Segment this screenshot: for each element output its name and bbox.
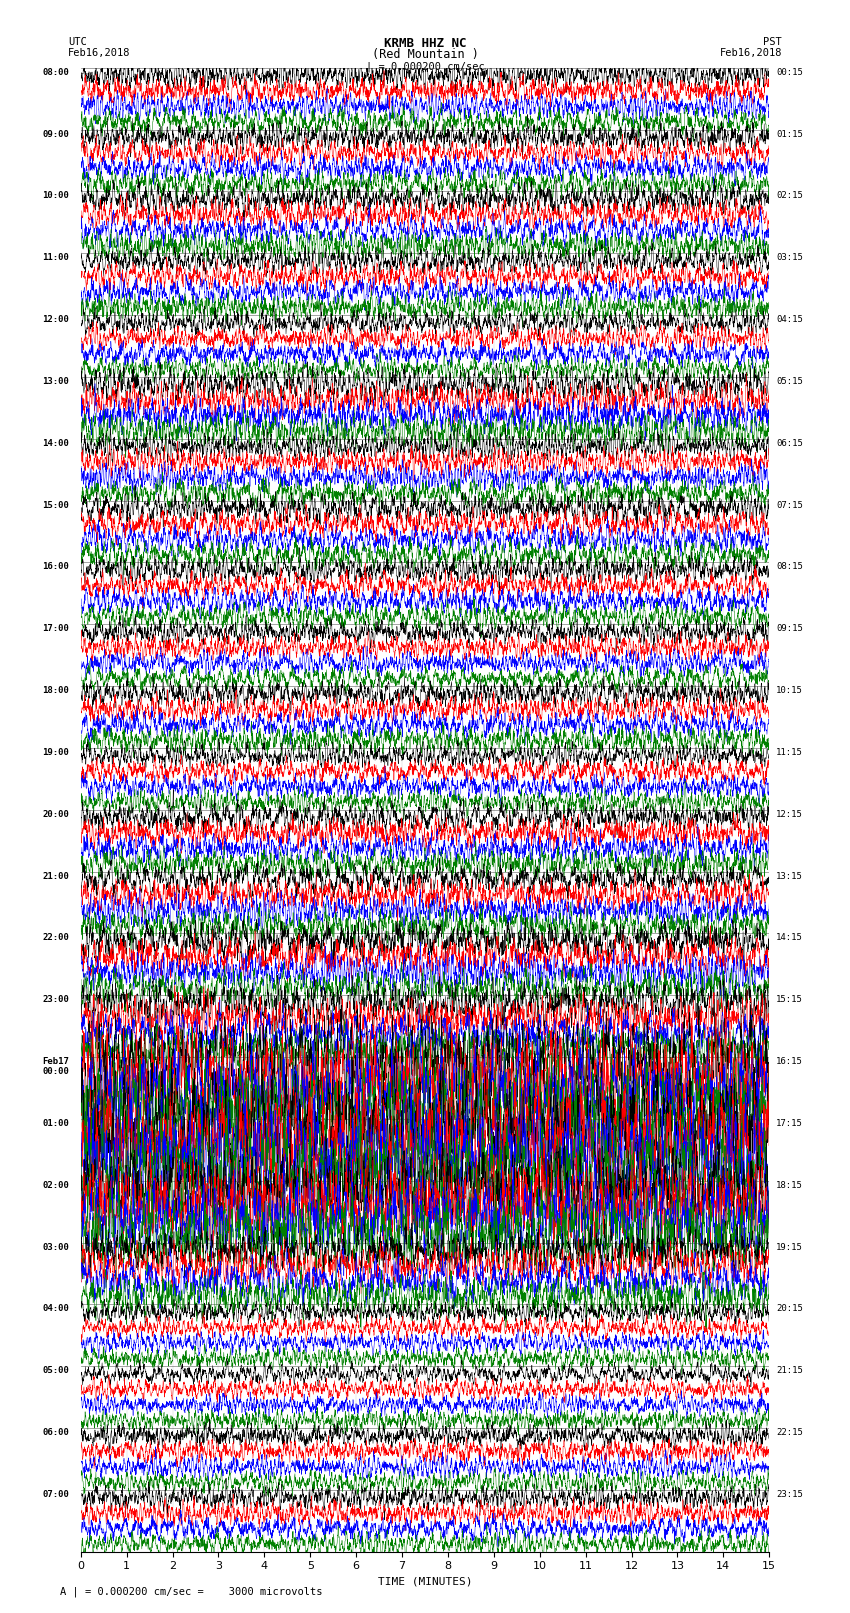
Text: 22:00: 22:00 [42, 934, 70, 942]
Text: 01:15: 01:15 [776, 129, 803, 139]
Text: 18:00: 18:00 [42, 686, 70, 695]
Text: 00:15: 00:15 [776, 68, 803, 77]
Text: 19:15: 19:15 [776, 1242, 803, 1252]
Text: 06:00: 06:00 [42, 1428, 70, 1437]
Text: | = 0.000200 cm/sec: | = 0.000200 cm/sec [366, 61, 484, 73]
Text: 14:15: 14:15 [776, 934, 803, 942]
Text: 05:00: 05:00 [42, 1366, 70, 1376]
Text: 17:15: 17:15 [776, 1119, 803, 1127]
Text: 13:15: 13:15 [776, 871, 803, 881]
Text: 23:15: 23:15 [776, 1490, 803, 1498]
Text: 21:00: 21:00 [42, 871, 70, 881]
Text: 02:15: 02:15 [776, 192, 803, 200]
Text: 07:15: 07:15 [776, 500, 803, 510]
Text: 11:00: 11:00 [42, 253, 70, 263]
Text: 18:15: 18:15 [776, 1181, 803, 1190]
Text: 21:15: 21:15 [776, 1366, 803, 1376]
Text: PST: PST [763, 37, 782, 47]
Text: 20:00: 20:00 [42, 810, 70, 819]
Text: 10:00: 10:00 [42, 192, 70, 200]
Text: 05:15: 05:15 [776, 377, 803, 386]
Text: 04:00: 04:00 [42, 1305, 70, 1313]
Text: 20:15: 20:15 [776, 1305, 803, 1313]
Text: Feb16,2018: Feb16,2018 [68, 48, 131, 58]
Text: 04:15: 04:15 [776, 315, 803, 324]
Text: 10:15: 10:15 [776, 686, 803, 695]
Text: 07:00: 07:00 [42, 1490, 70, 1498]
Text: 01:00: 01:00 [42, 1119, 70, 1127]
Text: 15:00: 15:00 [42, 500, 70, 510]
Text: 22:15: 22:15 [776, 1428, 803, 1437]
Text: 06:15: 06:15 [776, 439, 803, 448]
Text: 23:00: 23:00 [42, 995, 70, 1005]
Text: Feb16,2018: Feb16,2018 [719, 48, 782, 58]
Text: 09:00: 09:00 [42, 129, 70, 139]
Text: KRMB HHZ NC: KRMB HHZ NC [383, 37, 467, 50]
Text: 16:15: 16:15 [776, 1057, 803, 1066]
Text: 02:00: 02:00 [42, 1181, 70, 1190]
Text: 11:15: 11:15 [776, 748, 803, 756]
Text: 08:15: 08:15 [776, 563, 803, 571]
Text: Feb17
00:00: Feb17 00:00 [42, 1057, 70, 1076]
Text: 15:15: 15:15 [776, 995, 803, 1005]
Text: 19:00: 19:00 [42, 748, 70, 756]
Text: A | = 0.000200 cm/sec =    3000 microvolts: A | = 0.000200 cm/sec = 3000 microvolts [60, 1586, 322, 1597]
Text: 03:15: 03:15 [776, 253, 803, 263]
Text: 13:00: 13:00 [42, 377, 70, 386]
Text: (Red Mountain ): (Red Mountain ) [371, 48, 479, 61]
Text: 16:00: 16:00 [42, 563, 70, 571]
Text: 12:15: 12:15 [776, 810, 803, 819]
X-axis label: TIME (MINUTES): TIME (MINUTES) [377, 1578, 473, 1587]
Text: 12:00: 12:00 [42, 315, 70, 324]
Text: UTC: UTC [68, 37, 87, 47]
Text: 08:00: 08:00 [42, 68, 70, 77]
Text: 17:00: 17:00 [42, 624, 70, 634]
Text: 03:00: 03:00 [42, 1242, 70, 1252]
Text: 09:15: 09:15 [776, 624, 803, 634]
Text: 14:00: 14:00 [42, 439, 70, 448]
